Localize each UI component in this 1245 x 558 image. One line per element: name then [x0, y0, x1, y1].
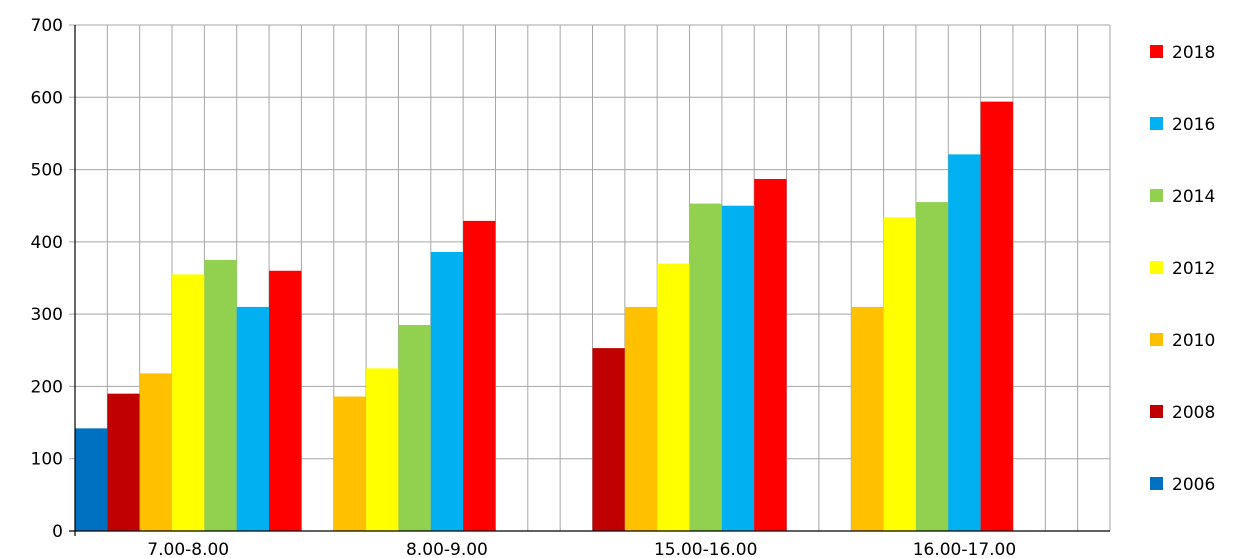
- bar-2006-7.00-8.00: [75, 428, 108, 531]
- bar-2018-15.00-16.00: [754, 178, 787, 531]
- bar-2012-15.00-16.00: [657, 263, 690, 531]
- legend-label-2006: 2006: [1172, 475, 1215, 495]
- bar-2016-7.00-8.00: [236, 306, 270, 531]
- y-tick-label: 400: [31, 233, 63, 253]
- legend-label-2016: 2016: [1172, 115, 1215, 135]
- y-tick-label: 200: [31, 377, 63, 397]
- bar-2010-7.00-8.00: [139, 373, 173, 531]
- bar-2014-15.00-16.00: [689, 203, 722, 531]
- bar-2010-8.00-9.00: [333, 396, 367, 531]
- legend-swatch-2018: [1150, 45, 1163, 58]
- bar-2018-8.00-9.00: [463, 220, 496, 531]
- bar-2018-7.00-8.00: [269, 270, 302, 531]
- bar-2016-15.00-16.00: [721, 205, 755, 531]
- legend-swatch-2012: [1150, 261, 1163, 274]
- y-tick-label: 100: [31, 450, 63, 470]
- bar-2010-15.00-16.00: [624, 306, 658, 531]
- bar-2010-16.00-17.00: [851, 306, 884, 531]
- axes: [69, 25, 1110, 536]
- bar-2016-8.00-9.00: [430, 251, 464, 531]
- legend-label-2014: 2014: [1172, 187, 1215, 207]
- x-axis-ticks: 7.00-8.00 8.00-9.00 15.00-16.00 16.00-17.00: [147, 540, 1016, 558]
- legend-label-2008: 2008: [1172, 403, 1215, 423]
- bar-2012-7.00-8.00: [172, 274, 205, 531]
- bar-2014-16.00-17.00: [915, 202, 949, 531]
- bar-2012-8.00-9.00: [366, 368, 399, 531]
- bar-2018-16.00-17.00: [980, 101, 1013, 531]
- x-tick-label: 15.00-16.00: [654, 540, 757, 558]
- legend-label-2018: 2018: [1172, 43, 1215, 63]
- x-tick-label: 8.00-9.00: [406, 540, 488, 558]
- x-tick-label: 7.00-8.00: [147, 540, 229, 558]
- bar-2016-16.00-17.00: [948, 154, 981, 532]
- legend-label-2012: 2012: [1172, 259, 1215, 279]
- legend-label-2010: 2010: [1172, 331, 1215, 351]
- bars: [75, 101, 1013, 532]
- bar-2008-15.00-16.00: [592, 348, 625, 531]
- legend-swatch-2010: [1150, 333, 1163, 346]
- bar-2012-16.00-17.00: [883, 217, 916, 531]
- bar-2008-7.00-8.00: [107, 393, 140, 531]
- legend-swatch-2006: [1150, 477, 1163, 490]
- y-tick-label: 600: [31, 88, 63, 108]
- legend-swatch-2008: [1150, 405, 1163, 418]
- y-tick-label: 0: [52, 522, 63, 542]
- legend: 2018 2016 2014 2012 2010 2008 2006: [1150, 43, 1215, 495]
- bar-2014-7.00-8.00: [204, 259, 237, 531]
- legend-swatch-2014: [1150, 189, 1163, 202]
- x-tick-label: 16.00-17.00: [913, 540, 1016, 558]
- y-axis-ticks: 0 100 200 300 400 500 600 700: [31, 16, 63, 542]
- y-tick-label: 500: [31, 161, 63, 181]
- y-tick-label: 700: [31, 16, 63, 36]
- y-tick-label: 300: [31, 305, 63, 325]
- legend-swatch-2016: [1150, 117, 1163, 130]
- bar-2014-8.00-9.00: [398, 324, 431, 531]
